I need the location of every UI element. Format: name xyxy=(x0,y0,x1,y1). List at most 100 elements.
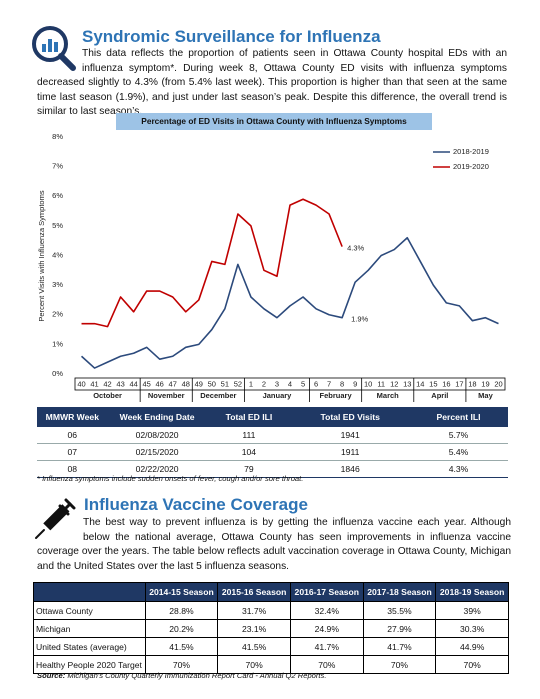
cell: 1911 xyxy=(291,443,410,461)
x-tick-label: 4 xyxy=(288,379,292,388)
month-label: November xyxy=(148,391,185,400)
row: 08 02/22/2020 79 1846 4.3% xyxy=(37,460,508,478)
header-cell: MMWR Week xyxy=(37,407,108,427)
y-tick-label: 2% xyxy=(52,310,63,319)
x-tick-label: 48 xyxy=(182,379,190,388)
header-cell: Total ED ILI xyxy=(206,407,292,427)
cell: 44.9% xyxy=(435,637,509,656)
row: Healthy People 2020 Target 70% 70% 70% 70% 70… xyxy=(33,655,509,674)
month-label: October xyxy=(93,391,122,400)
x-tick-label: 42 xyxy=(103,379,111,388)
x-tick-label: 47 xyxy=(169,379,177,388)
y-axis-label: Percent Visits with Influenza Symptoms xyxy=(37,190,46,321)
x-tick-label: 10 xyxy=(364,379,372,388)
x-tick-label: 12 xyxy=(390,379,398,388)
source: Source: Michigan's County Quarterly Immu… xyxy=(37,671,326,680)
cell: 41.5% xyxy=(144,637,219,656)
y-tick-label: 1% xyxy=(52,339,63,348)
x-axis-box xyxy=(74,377,506,391)
row: 06 02/08/2020 111 1941 5.7% xyxy=(37,427,508,444)
x-tick-label: 9 xyxy=(353,379,357,388)
y-tick-label: 6% xyxy=(52,191,63,200)
cell: 41.7% xyxy=(362,637,437,656)
cell: 07 xyxy=(37,443,108,461)
x-tick-label: 20 xyxy=(494,379,502,388)
header-cell: Week Ending Date xyxy=(107,407,207,427)
legend-label: 2018-2019 xyxy=(453,147,489,156)
cell: 39% xyxy=(435,601,509,620)
vaccine-intro: The best way to prevent influenza is by … xyxy=(37,516,511,574)
header-cell: Percent ILI xyxy=(409,407,508,427)
vaccine-table: 2014-15 Season 2015-16 Season 2016-17 Seas… xyxy=(33,582,509,674)
legend-label: 2019-2020 xyxy=(453,162,489,171)
cell: 70% xyxy=(144,655,219,674)
header-row: 2014-15 Season 2015-16 Season 2016-17 Seas… xyxy=(33,582,509,602)
x-tick-label: 45 xyxy=(142,379,150,388)
cell: 104 xyxy=(206,443,292,461)
cell: 32.4% xyxy=(289,601,364,620)
month-label: January xyxy=(263,391,293,400)
x-tick-label: 11 xyxy=(377,379,385,388)
x-tick-label: 15 xyxy=(429,379,437,388)
row: Michigan 20.2% 23.1% 24.9% 27.9% 30.3% xyxy=(33,619,509,638)
footnote: * Influenza symptoms include sudden onse… xyxy=(37,474,304,483)
header-cell: 2016-17 Season xyxy=(289,582,364,602)
cell: Healthy People 2020 Target xyxy=(33,655,146,674)
cell: 31.7% xyxy=(217,601,291,620)
month-label: May xyxy=(478,391,493,400)
source-text: Michigan's County Quarterly Immunization… xyxy=(67,671,327,680)
x-tick-label: 1 xyxy=(249,379,253,388)
x-tick-label: 40 xyxy=(77,379,85,388)
cell: 02/15/2020 xyxy=(107,443,207,461)
title: Influenza Vaccine Coverage xyxy=(84,495,308,514)
cell: 111 xyxy=(206,427,292,444)
title: Syndromic Surveillance for Influenza xyxy=(82,27,381,46)
cell: Michigan xyxy=(33,619,146,638)
x-tick-label: 6 xyxy=(314,379,318,388)
y-tick-label: 5% xyxy=(52,221,63,230)
header-cell: 2018-19 Season xyxy=(435,582,509,602)
series-line xyxy=(80,236,499,369)
cell: 70% xyxy=(362,655,437,674)
cell: 41.5% xyxy=(217,637,291,656)
cell: 02/08/2020 xyxy=(107,427,207,444)
cell: 30.3% xyxy=(435,619,509,638)
x-tick-label: 16 xyxy=(442,379,450,388)
cell: 1941 xyxy=(291,427,410,444)
y-tick-label: 4% xyxy=(52,250,63,259)
ili-table: MMWR Week Week Ending Date Total ED ILI Tot… xyxy=(37,407,508,478)
cell: 70% xyxy=(217,655,291,674)
cell: United States (average) xyxy=(33,637,146,656)
cell: 23.1% xyxy=(217,619,291,638)
cell: Ottawa County xyxy=(33,601,146,620)
month-label: April xyxy=(431,391,448,400)
x-tick-label: 46 xyxy=(156,379,164,388)
cell: 1846 xyxy=(291,460,410,478)
x-tick-label: 7 xyxy=(327,379,331,388)
chart-title: Percentage of ED Visits in Ottawa County… xyxy=(116,113,432,130)
cell: 5.7% xyxy=(409,427,508,444)
x-tick-label: 17 xyxy=(455,379,463,388)
x-tick-label: 51 xyxy=(221,379,229,388)
annotation: 1.9% xyxy=(351,315,368,324)
y-tick-label: 3% xyxy=(52,280,63,289)
x-tick-label: 50 xyxy=(208,379,216,388)
vaccine-text: The best way to prevent influenza is by … xyxy=(37,517,511,572)
intro-text: This data reflects the proportion of pat… xyxy=(37,48,507,118)
cell: 06 xyxy=(37,427,108,444)
header-cell: 2014-15 Season xyxy=(144,582,219,602)
series-line xyxy=(81,198,343,328)
header-cell: 2015-16 Season xyxy=(217,582,291,602)
section-title: Syndromic Surveillance for Influenza xyxy=(82,27,381,47)
cell: 02/22/2020 xyxy=(107,460,207,478)
x-tick-label: 41 xyxy=(90,379,98,388)
y-tick-label: 7% xyxy=(52,162,63,171)
cell: 20.2% xyxy=(144,619,219,638)
syringe-icon xyxy=(35,498,76,539)
row: United States (average) 41.5% 41.5% 41.7% 41… xyxy=(33,637,509,656)
annotation: 4.3% xyxy=(347,244,364,253)
header-cell: Total ED Visits xyxy=(291,407,410,427)
cell: 24.9% xyxy=(289,619,364,638)
x-tick-label: 14 xyxy=(416,379,424,388)
